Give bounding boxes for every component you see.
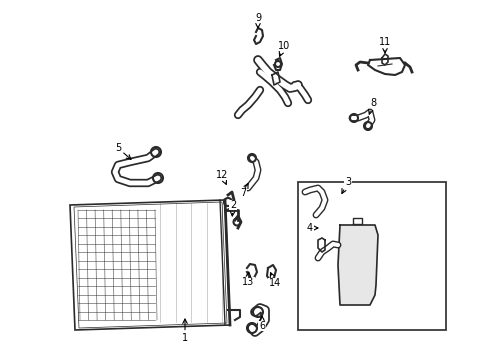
Text: 5: 5 [115, 143, 131, 159]
Text: 9: 9 [255, 13, 261, 28]
Polygon shape [338, 225, 378, 305]
Text: 11: 11 [379, 37, 391, 53]
Text: 7: 7 [240, 184, 248, 198]
Text: 12: 12 [216, 170, 228, 184]
Text: 4: 4 [307, 223, 318, 233]
Text: 3: 3 [342, 177, 351, 193]
Text: 14: 14 [269, 273, 281, 288]
Polygon shape [368, 58, 405, 75]
Text: 10: 10 [278, 41, 290, 56]
Text: 2: 2 [230, 200, 236, 216]
Text: 6: 6 [259, 316, 265, 331]
Text: 13: 13 [242, 272, 254, 287]
Bar [298, 182, 446, 330]
Text: 1: 1 [182, 319, 188, 343]
Text: 8: 8 [368, 98, 376, 114]
Polygon shape [247, 264, 257, 278]
